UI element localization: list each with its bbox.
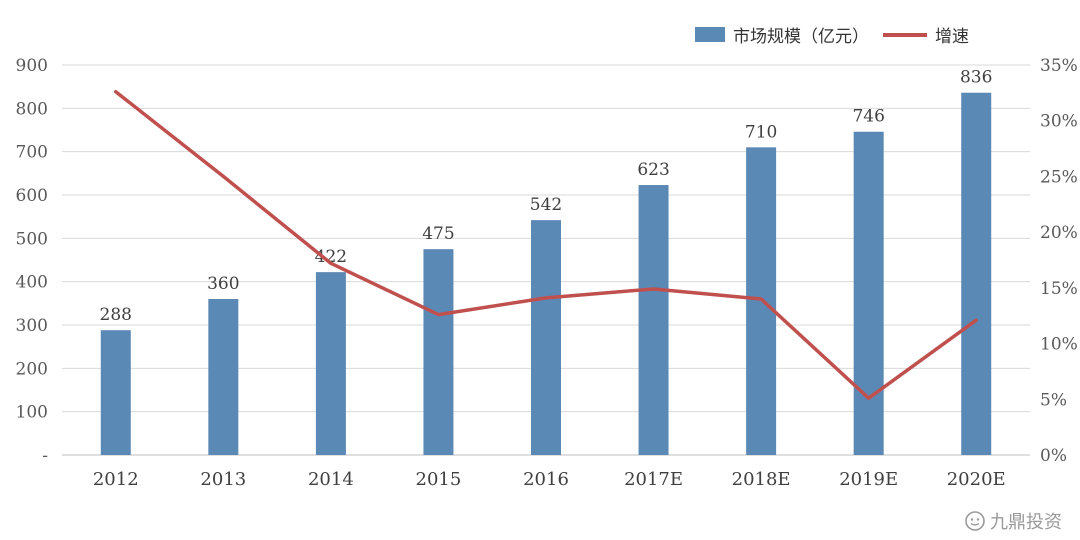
bar — [100, 330, 131, 455]
line-series-swatch-icon — [883, 32, 927, 37]
bar — [531, 220, 561, 455]
bar-value-label: 623 — [637, 160, 669, 180]
x-axis-category-label: 2018E — [732, 469, 791, 490]
wechat-logo-icon — [965, 511, 985, 531]
x-axis-category-label: 2014 — [308, 469, 354, 490]
right-axis-tick: 20% — [1040, 223, 1078, 243]
bar-series-label: 市场规模（亿元） — [733, 27, 869, 47]
right-axis-tick: 5% — [1040, 390, 1067, 410]
growth-rate-line — [114, 89, 978, 400]
bar — [961, 92, 992, 455]
bar-value-label: 542 — [530, 195, 562, 215]
bar-value-label: 746 — [852, 107, 884, 127]
watermark: 九鼎投资 — [964, 508, 1062, 534]
left-axis-tick: 800 — [16, 99, 48, 119]
bar-value-label: 288 — [100, 305, 132, 325]
right-axis-tick: 35% — [1040, 56, 1078, 76]
x-axis-category-label: 2019E — [839, 469, 898, 490]
line-series-label: 增速 — [935, 27, 969, 47]
left-axis-tick: 700 — [16, 143, 48, 163]
right-axis-tick: 30% — [1040, 112, 1078, 132]
bar-value-label: 422 — [315, 247, 347, 267]
bar-value-label: 710 — [745, 122, 777, 142]
bar-value-label: 836 — [960, 68, 992, 88]
left-axis-tick: 400 — [16, 273, 48, 293]
right-axis-tick: 0% — [1040, 446, 1067, 466]
x-axis-category-label: 2013 — [200, 469, 246, 490]
left-axis-tick: 300 — [16, 316, 48, 336]
chart-legend: 市场规模（亿元） 增速 — [695, 22, 969, 47]
bar-value-label: 360 — [207, 274, 239, 294]
bar-value-label: 475 — [422, 224, 454, 244]
right-axis-tick: 15% — [1040, 279, 1078, 299]
legend-item-bar: 市场规模（亿元） — [695, 22, 869, 47]
x-axis-category-label: 2017E — [624, 469, 683, 490]
bar — [208, 299, 239, 455]
bar — [638, 185, 669, 456]
x-axis-category-label: 2015 — [416, 469, 462, 490]
right-axis-tick: 10% — [1040, 335, 1078, 355]
legend-item-line: 增速 — [883, 22, 969, 47]
x-axis-category-label: 2016 — [523, 469, 569, 490]
x-axis-category-label: 2020E — [947, 469, 1006, 490]
left-axis-tick: 200 — [16, 359, 48, 379]
left-axis-tick: 600 — [16, 186, 48, 206]
watermark-text: 九鼎投资 — [990, 512, 1062, 533]
right-axis-tick: 25% — [1040, 167, 1078, 187]
left-axis-tick: - — [42, 446, 48, 466]
bar — [423, 249, 454, 455]
x-axis-category-label: 2012 — [93, 469, 139, 490]
left-axis-tick: 100 — [16, 403, 48, 423]
bar-series-swatch-icon — [695, 27, 725, 42]
bar — [853, 131, 884, 455]
left-axis-tick: 900 — [16, 56, 48, 76]
bar — [315, 272, 346, 455]
left-axis-tick: 500 — [16, 229, 48, 249]
